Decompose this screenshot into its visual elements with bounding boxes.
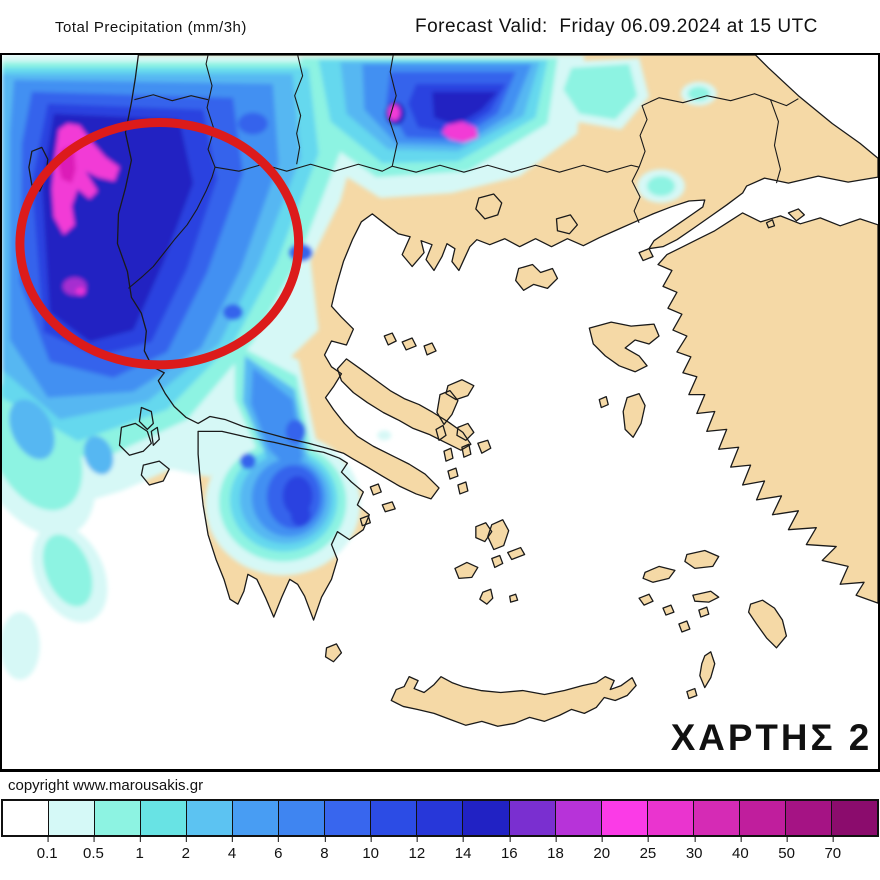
legend-value: 12 <box>408 837 426 862</box>
legend-value: 2 <box>181 837 190 862</box>
legend-cell <box>830 801 877 835</box>
legend-cell <box>370 801 417 835</box>
header: Total Precipitation (mm/3h) Forecast Val… <box>0 0 880 53</box>
legend-cell <box>646 801 693 835</box>
annotation-circle <box>15 118 304 370</box>
legend-value: 50 <box>778 837 795 862</box>
legend-cell <box>554 801 601 835</box>
legend-value: 16 <box>500 837 518 862</box>
legend-value: 70 <box>824 837 842 862</box>
legend-cell <box>94 801 141 835</box>
legend-value: 6 <box>274 837 283 862</box>
legend-value: 0.5 <box>82 837 104 862</box>
legend-cell <box>462 801 509 835</box>
legend-cell <box>508 801 555 835</box>
weather-map: ΧΑΡΤΗΣ 2 <box>2 55 878 769</box>
legend-value: 10 <box>362 837 380 862</box>
legend-cell <box>186 801 233 835</box>
legend-value: 25 <box>639 837 657 862</box>
legend-cell <box>140 801 187 835</box>
legend: 0.1 0.5 1 2 4 6 8 10 12 14 16 18 20 25 30 40 50 70 <box>1 799 879 867</box>
legend-value: 20 <box>593 837 611 862</box>
legend-value: 40 <box>732 837 749 862</box>
legend-labels: 0.1 0.5 1 2 4 6 8 10 12 14 16 18 20 25 30 40 50 70 <box>1 837 879 867</box>
legend-bar <box>1 799 879 837</box>
map-frame: ΧΑΡΤΗΣ 2 <box>0 53 880 772</box>
legend-value: 0.1 <box>36 837 58 862</box>
legend-cell <box>232 801 279 835</box>
legend-cell <box>278 801 325 835</box>
country-borders <box>128 55 799 289</box>
legend-value: 30 <box>685 837 703 862</box>
legend-value: 14 <box>454 837 472 862</box>
map-label: ΧΑΡΤΗΣ 2 <box>671 717 872 758</box>
legend-value: 4 <box>227 837 237 862</box>
forecast-valid-label: Forecast Valid: Friday 06.09.2024 at 15 … <box>415 16 818 37</box>
legend-cell <box>324 801 371 835</box>
legend-value: 8 <box>320 837 329 862</box>
legend-cell <box>48 801 95 835</box>
legend-cell <box>784 801 831 835</box>
legend-cell <box>692 801 739 835</box>
legend-cell <box>416 801 463 835</box>
legend-cell <box>3 801 49 835</box>
legend-cell <box>738 801 785 835</box>
legend-cell <box>600 801 647 835</box>
map-title: Total Precipitation (mm/3h) <box>55 19 247 36</box>
copyright-text: copyright www.marousakis.gr <box>8 777 204 794</box>
legend-value: 1 <box>135 837 144 862</box>
legend-value: 18 <box>547 837 564 862</box>
